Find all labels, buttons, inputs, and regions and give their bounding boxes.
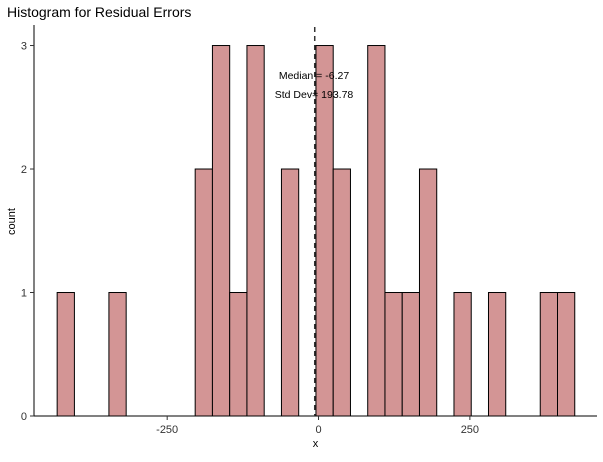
histogram-bar	[367, 45, 386, 417]
histogram-bar	[246, 45, 265, 417]
histogram-bar	[418, 168, 438, 417]
median-annotation: Median = -6.27	[279, 70, 349, 82]
histogram-bar	[194, 168, 213, 417]
histogram-bar	[280, 168, 300, 417]
x-tick-label: 0	[315, 424, 321, 436]
histogram-bar	[108, 292, 127, 417]
y-tick-label: 1	[21, 288, 27, 300]
x-tick-label: -250	[156, 424, 178, 436]
histogram-bar	[384, 292, 403, 417]
histogram-bar	[229, 292, 248, 417]
histogram-bar	[56, 292, 75, 417]
std-dev-annotation: Std Dev= 193.78	[275, 89, 354, 101]
histogram-bar	[487, 292, 507, 417]
histogram-bar	[315, 45, 334, 417]
histogram-bar	[556, 292, 576, 417]
histogram-bar	[539, 292, 558, 417]
chart-title: Histogram for Residual Errors	[7, 4, 192, 20]
histogram-bar	[401, 292, 420, 417]
y-tick-label: 3	[21, 41, 27, 53]
y-axis-label: count	[6, 208, 18, 235]
x-axis-label: x	[313, 438, 319, 450]
y-tick-label: 2	[21, 164, 27, 176]
y-tick-label: 0	[21, 411, 27, 423]
histogram-bar	[453, 292, 472, 417]
histogram-bar	[211, 45, 231, 417]
histogram-bar	[332, 168, 351, 417]
x-tick-label: 250	[461, 424, 479, 436]
